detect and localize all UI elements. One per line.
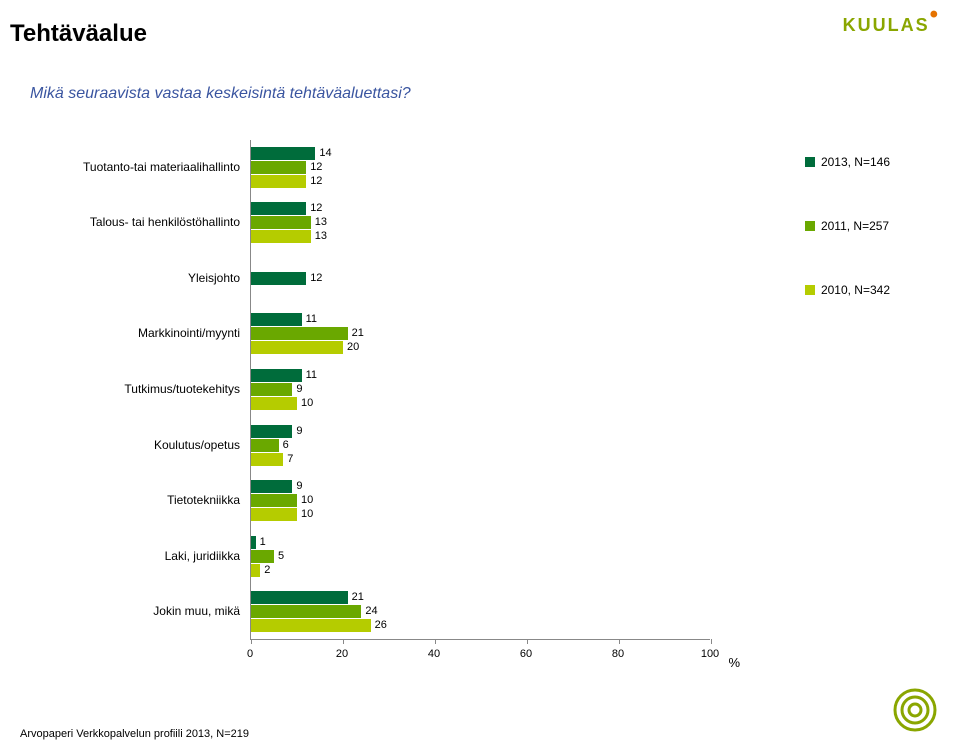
bar-value: 24 <box>361 605 377 618</box>
bar-value: 2 <box>260 564 270 577</box>
category-label: Tietotekniikka <box>50 493 240 507</box>
bar-value: 9 <box>292 425 302 438</box>
bar-value: 10 <box>297 397 313 410</box>
bar: 10 <box>251 508 297 521</box>
category-label: Markkinointi/myynti <box>50 326 240 340</box>
bar: 6 <box>251 439 279 452</box>
bar-value: 11 <box>302 369 317 382</box>
bar: 2 <box>251 564 260 577</box>
axis-tick-label: 0 <box>247 648 253 660</box>
legend-label: 2011, N=257 <box>821 219 889 233</box>
axis-tick-label: 60 <box>520 648 532 660</box>
category-label: Jokin muu, mikä <box>50 604 240 618</box>
swirl-icon <box>890 685 940 740</box>
legend-item: 2010, N=342 <box>805 283 890 297</box>
bar-value: 1 <box>256 536 266 549</box>
brand-logo: KUULAS• <box>843 15 940 36</box>
bar: 11 <box>251 313 302 326</box>
bar-value: 6 <box>279 439 289 452</box>
legend-swatch <box>805 221 815 231</box>
bar: 7 <box>251 453 283 466</box>
legend-label: 2010, N=342 <box>821 283 890 297</box>
bar: 12 <box>251 202 306 215</box>
bar: 9 <box>251 480 292 493</box>
bar: 9 <box>251 425 292 438</box>
bar-value: 5 <box>274 550 284 563</box>
legend: 2013, N=146 2011, N=257 2010, N=342 <box>805 155 890 347</box>
bar-value: 12 <box>306 161 322 174</box>
bar: 11 <box>251 369 302 382</box>
bar-value: 10 <box>297 508 313 521</box>
page-title: Tehtäväalue <box>10 20 147 48</box>
bar-value: 7 <box>283 453 293 466</box>
bar-value: 13 <box>311 230 327 243</box>
bar-value: 12 <box>306 202 322 215</box>
category-label: Tutkimus/tuotekehitys <box>50 382 240 396</box>
bar: 21 <box>251 327 348 340</box>
bar-value: 21 <box>348 591 364 604</box>
category-label: Koulutus/opetus <box>50 438 240 452</box>
bar: 1 <box>251 536 256 549</box>
bar-value: 14 <box>315 147 331 160</box>
bar-value: 10 <box>297 494 313 507</box>
axis-tick-label: 40 <box>428 648 440 660</box>
axis-tick-label: 20 <box>336 648 348 660</box>
bar-value: 26 <box>371 619 387 632</box>
bar: 10 <box>251 397 297 410</box>
bar: 12 <box>251 161 306 174</box>
bar-value: 9 <box>292 480 302 493</box>
bar: 12 <box>251 272 306 285</box>
bar: 24 <box>251 605 361 618</box>
plot-area: 1412121213131211212011910967910101522124… <box>250 140 710 640</box>
bar-value: 12 <box>306 175 322 188</box>
footer-text: Arvopaperi Verkkopalvelun profiili 2013,… <box>20 728 249 740</box>
category-label: Laki, juridiikka <box>50 549 240 563</box>
legend-swatch <box>805 157 815 167</box>
axis-tick-label: 80 <box>612 648 624 660</box>
bar: 10 <box>251 494 297 507</box>
bar-value: 9 <box>292 383 302 396</box>
category-label: Tuotanto-tai materiaalihallinto <box>50 160 240 174</box>
legend-swatch <box>805 285 815 295</box>
bar: 13 <box>251 216 311 229</box>
chart-subtitle: Mikä seuraavista vastaa keskeisintä teht… <box>30 85 411 103</box>
bar: 26 <box>251 619 371 632</box>
category-label: Yleisjohto <box>50 271 240 285</box>
bar: 14 <box>251 147 315 160</box>
bar: 5 <box>251 550 274 563</box>
bar-value: 13 <box>311 216 327 229</box>
bar: 21 <box>251 591 348 604</box>
legend-item: 2011, N=257 <box>805 219 890 233</box>
bar-value: 20 <box>343 341 359 354</box>
bar-value: 11 <box>302 313 317 326</box>
bar: 13 <box>251 230 311 243</box>
bar: 20 <box>251 341 343 354</box>
bar: 9 <box>251 383 292 396</box>
category-label: Talous- tai henkilöstöhallinto <box>50 215 240 229</box>
bar-value: 21 <box>348 327 364 340</box>
percent-label: % <box>728 655 740 670</box>
axis-tick-label: 100 <box>701 648 719 660</box>
bar-value: 12 <box>306 272 322 285</box>
legend-label: 2013, N=146 <box>821 155 890 169</box>
bar: 12 <box>251 175 306 188</box>
legend-item: 2013, N=146 <box>805 155 890 169</box>
bar-chart: 1412121213131211212011910967910101522124… <box>50 140 750 680</box>
